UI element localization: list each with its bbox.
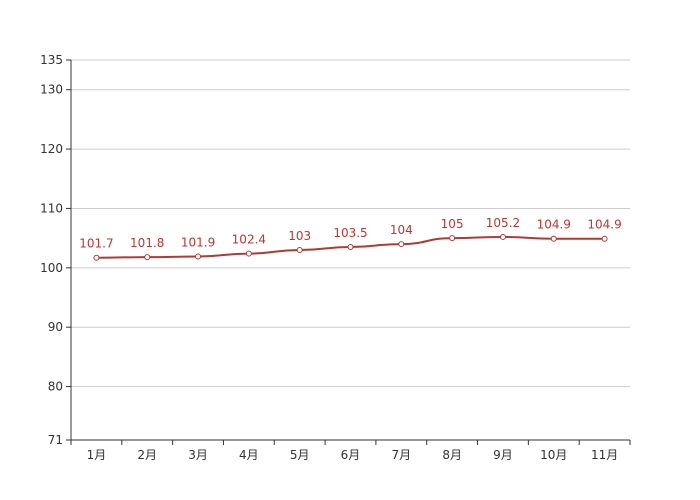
data-point[interactable] xyxy=(93,254,100,261)
y-axis: 71 80 90 100 110 120 130 135 xyxy=(40,53,72,447)
y-tick-label: 120 xyxy=(40,142,63,156)
data-point[interactable] xyxy=(347,244,354,251)
x-tick-label: 4月 xyxy=(239,448,259,462)
data-point[interactable] xyxy=(195,253,202,260)
x-tick-label: 5月 xyxy=(290,448,310,462)
data-point[interactable] xyxy=(144,254,151,261)
y-tick-label: 100 xyxy=(40,261,63,275)
data-labels: 101.7 101.8 101.9 102.4 103 103.5 104 105 105.2 1… xyxy=(79,216,622,251)
data-label: 101.7 xyxy=(79,237,113,251)
data-label: 101.8 xyxy=(130,236,164,250)
grid-lines xyxy=(71,59,630,388)
data-point[interactable] xyxy=(449,235,456,242)
x-tick-label: 7月 xyxy=(391,448,411,462)
x-tick-label: 11月 xyxy=(591,448,618,462)
y-tick-label: 135 xyxy=(40,53,63,67)
x-tick-label: 9月 xyxy=(493,448,513,462)
data-points xyxy=(93,233,608,261)
data-point[interactable] xyxy=(499,233,506,240)
x-tick-label: 2月 xyxy=(137,448,157,462)
data-label: 104.9 xyxy=(537,218,571,232)
x-tick-label: 6月 xyxy=(341,448,361,462)
y-tick-label: 80 xyxy=(48,380,63,394)
data-point[interactable] xyxy=(601,235,608,242)
y-tick-label: 71 xyxy=(48,433,63,447)
y-tick-label: 130 xyxy=(40,83,63,97)
data-point[interactable] xyxy=(245,250,252,257)
data-point[interactable] xyxy=(550,235,557,242)
y-tick-label: 110 xyxy=(40,201,63,215)
data-point[interactable] xyxy=(398,241,405,248)
data-label: 101.9 xyxy=(181,236,215,250)
data-label: 105.2 xyxy=(486,216,520,230)
x-tick-label: 8月 xyxy=(442,448,462,462)
data-label: 102.4 xyxy=(232,233,266,247)
x-axis: 1月 2月 3月 4月 5月 6月 7月 8月 9月 10月 11月 xyxy=(70,439,631,462)
data-label: 105 xyxy=(441,217,464,231)
data-label: 103 xyxy=(288,229,311,243)
x-tick-label: 10月 xyxy=(540,448,567,462)
x-tick-label: 1月 xyxy=(87,448,107,462)
data-point[interactable] xyxy=(296,247,303,253)
data-label: 103.5 xyxy=(333,226,367,240)
data-label: 104.9 xyxy=(587,218,621,232)
y-tick-label: 90 xyxy=(48,320,63,334)
data-label: 104 xyxy=(390,223,413,237)
x-tick-label: 3月 xyxy=(188,448,208,462)
